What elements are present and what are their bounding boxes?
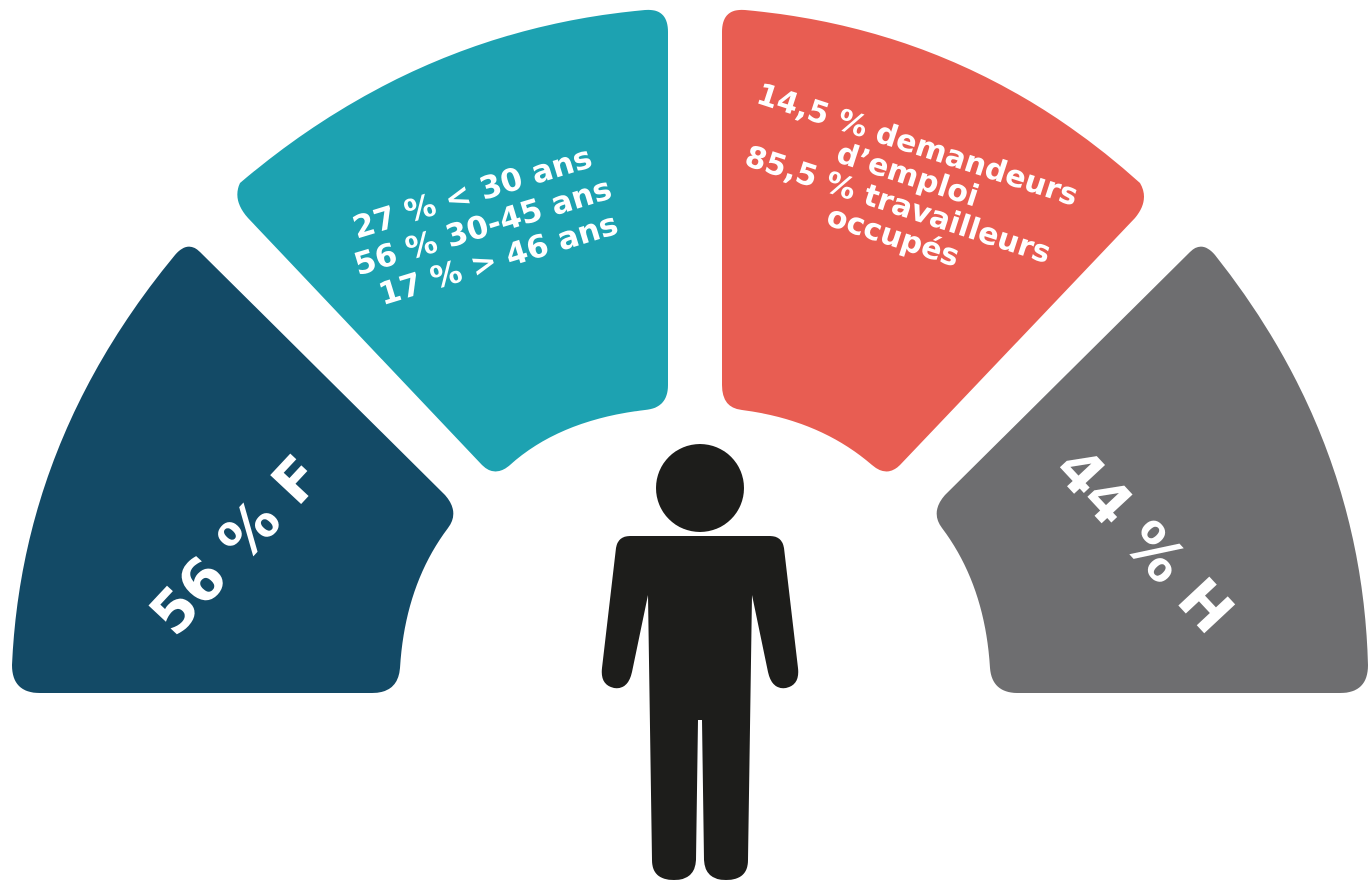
segment-female: 56 % F: [12, 246, 454, 693]
person-head: [656, 444, 744, 532]
segment-age-shape: [237, 9, 669, 472]
segment-employment-shape: [722, 9, 1144, 472]
segment-male-shape: [936, 246, 1368, 693]
segment-age: 27 % < 30 ans 56 % 30-45 ans 17 % > 46 a…: [237, 9, 669, 472]
person-icon: [601, 444, 799, 880]
segment-male: 44 % H: [936, 246, 1368, 693]
person-body: [601, 536, 799, 880]
segment-female-shape: [12, 246, 454, 693]
